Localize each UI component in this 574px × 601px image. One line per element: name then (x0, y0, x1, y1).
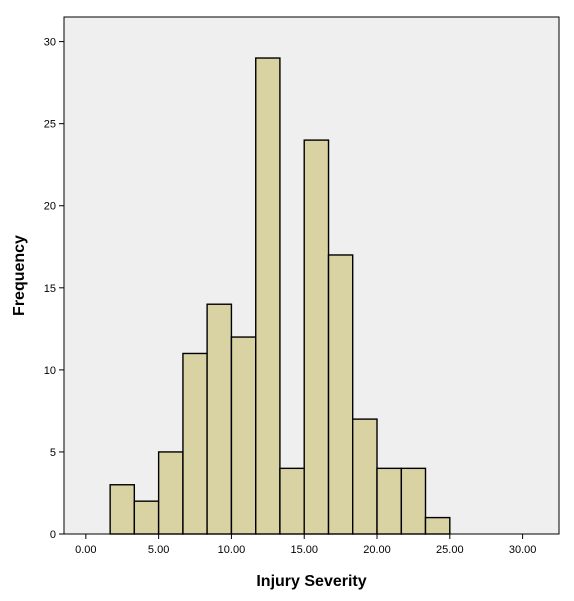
y-tick-label: 10 (44, 365, 56, 377)
histogram-bar (303, 139, 330, 535)
x-tick-label: 15.00 (290, 544, 318, 556)
bars-group (109, 57, 451, 535)
y-tick-label: 15 (44, 283, 56, 295)
x-axis-title: Injury Severity (256, 573, 366, 590)
x-tick-label: 30.00 (509, 544, 537, 556)
x-tick-label: 5.00 (148, 544, 169, 556)
x-tick-label: 20.00 (363, 544, 391, 556)
histogram-bar (279, 467, 305, 535)
y-tick-label: 0 (50, 529, 56, 541)
y-tick-label: 5 (50, 447, 56, 459)
histogram-bar (255, 57, 281, 535)
histogram-bar (327, 254, 354, 535)
histogram-bar (400, 467, 427, 535)
y-tick-label: 25 (44, 119, 56, 131)
histogram-bar (157, 451, 184, 535)
y-axis-ticks: 0 5 10 15 20 25 30 (44, 37, 64, 541)
y-tick-label: 20 (44, 201, 56, 213)
histogram-bar (352, 418, 378, 535)
histogram-bar (230, 336, 257, 535)
histogram-bar (133, 500, 160, 535)
y-axis-title: Frequency (11, 235, 28, 316)
x-tick-label: 25.00 (436, 544, 464, 556)
histogram-bar (109, 484, 136, 535)
x-axis-ticks: 0.00 5.00 10.00 15.00 20.00 25.00 30.00 (75, 534, 536, 556)
histogram-bar (182, 352, 208, 535)
histogram-bar (376, 467, 403, 535)
x-tick-label: 10.00 (218, 544, 246, 556)
histogram-bar (424, 516, 451, 535)
x-tick-label: 0.00 (75, 544, 96, 556)
histogram-bar (206, 303, 233, 535)
y-tick-label: 30 (44, 37, 56, 49)
